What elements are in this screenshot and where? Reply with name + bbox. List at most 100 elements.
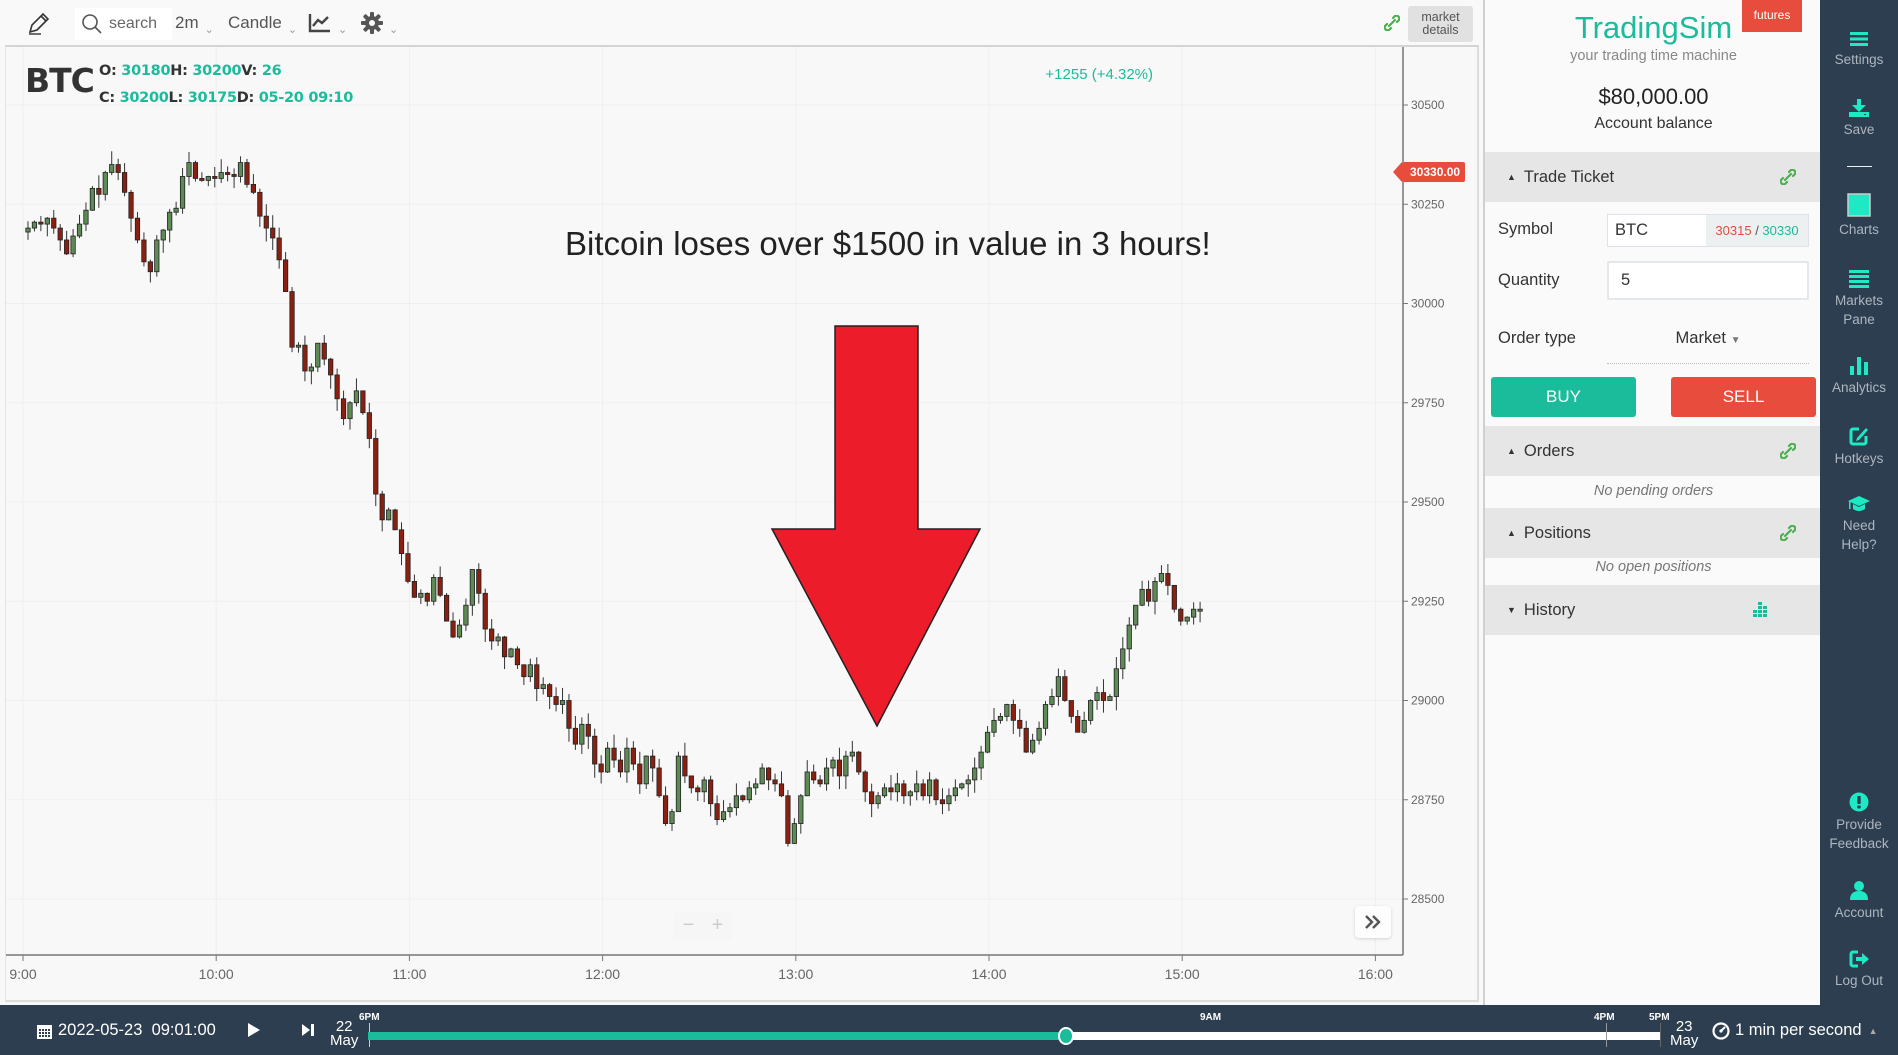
search-placeholder: search [109,15,158,32]
timeline-tick [1660,1023,1661,1047]
sell-button[interactable]: SELL [1671,377,1816,417]
order-type-label: Order type [1498,329,1576,347]
trade-ticket-header[interactable]: ▲ Trade Ticket [1485,152,1822,202]
chevron-down-icon: ⌄ [204,23,214,36]
sidebar-item-hotkeys[interactable]: Hotkeys [1820,426,1898,468]
chart-type-dropdown[interactable]: Candle ⌄ [228,0,297,46]
line-chart-icon [308,14,330,33]
link-chart-button[interactable] [1384,0,1400,46]
low-value: 30175 [187,90,237,106]
replay-bar: 2022-05-23 09:01:00 22 May 6PM 9AM 4PM 5… [0,1005,1898,1055]
history-chart-icon[interactable] [1751,601,1769,619]
collapse-arrow-icon: ▲ [1507,172,1516,182]
svg-text:29750: 29750 [1411,396,1445,410]
sidebar-label: Help? [1841,537,1877,552]
caret-down-icon: ▼ [1730,335,1741,346]
sidebar-label: Hotkeys [1834,451,1884,466]
sidebar-item-settings[interactable]: Settings [1820,31,1898,69]
replay-datetime[interactable]: 2022-05-23 09:01:00 [37,1021,216,1040]
replay-speed-dropdown[interactable]: 1 min per second ▲ [1712,1021,1878,1040]
sidebar-item-logout[interactable]: Log Out [1820,950,1898,990]
positions-header[interactable]: ▲ Positions [1485,508,1822,558]
close-value: 30200 [119,90,169,106]
low-label: L: [168,90,184,106]
settings-dropdown[interactable]: ⌄ [361,0,398,46]
sidebar-item-need-help[interactable]: Need Help? [1820,495,1898,554]
orders-header[interactable]: ▲ Orders [1485,426,1822,476]
edit-square-icon [1849,427,1868,446]
timeline-label-current: 9AM [1200,1012,1222,1023]
svg-text:10:00: 10:00 [199,966,234,982]
history-header[interactable]: ▼ History [1485,585,1822,635]
bar-chart-icon [1850,357,1868,375]
sidebar-item-account[interactable]: Account [1820,880,1898,922]
timeline-label-5pm: 5PM [1649,1012,1670,1023]
timeline-tick [1606,1023,1607,1047]
buy-button[interactable]: BUY [1491,377,1636,417]
order-type-dropdown[interactable]: Market ▼ [1607,326,1809,364]
svg-text:15:00: 15:00 [1165,966,1200,982]
sidebar-label: Save [1843,122,1875,137]
caret-up-icon: ▲ [1868,1025,1878,1036]
chart-panel[interactable]: 30500 30250 30000 29750 29500 29250 29000 28750… [5,45,1479,1002]
download-icon [1849,99,1869,117]
logout-icon [1849,950,1869,968]
close-label: C: [99,90,115,106]
volume-value: 26 [261,63,282,79]
draw-tool-button[interactable] [26,0,52,46]
chevron-down-icon: ⌄ [287,23,298,36]
sidebar-item-charts[interactable]: Charts [1820,193,1898,239]
collapse-arrow-icon: ▲ [1507,446,1516,456]
sidebar-item-analytics[interactable]: Analytics [1820,357,1898,397]
sidebar-item-markets-pane[interactable]: Markets Pane [1820,270,1898,329]
svg-text:30500: 30500 [1411,98,1445,112]
indicators-dropdown[interactable]: ⌄ [308,0,347,46]
zoom-in-button[interactable]: + [703,913,732,939]
ohlc-row-2: C: 30200L: 30175D: 05-20 09:10 [99,90,353,106]
chevron-down-icon: ⌄ [389,23,399,36]
interval-dropdown[interactable]: 2m ⌄ [175,0,214,46]
timeline-end-date: 23 May [1670,1019,1698,1048]
timeline-progress [368,1032,1066,1040]
zoom-out-button[interactable]: − [674,913,703,939]
link-icon[interactable] [1780,443,1796,459]
high-label: H: [170,63,188,79]
list-icon [1849,270,1869,288]
market-details-line2: details [1422,23,1459,37]
speedometer-icon [1712,1021,1730,1040]
svg-text:13:00: 13:00 [778,966,813,982]
scroll-to-latest-button[interactable] [1355,906,1391,938]
link-icon[interactable] [1780,169,1796,185]
timeline-knob[interactable] [1057,1027,1074,1045]
symbol-search[interactable]: search [75,8,172,40]
bid-price: 30315 [1715,223,1752,238]
replay-timeline-slider[interactable] [368,1032,1660,1040]
symbol-field-value: BTC [1615,221,1648,239]
quote-separator: / [1751,223,1763,238]
sidebar-label: Charts [1839,222,1879,237]
trade-ticket-title: Trade Ticket [1523,167,1615,186]
expand-arrow-icon: ▼ [1507,605,1516,615]
chevron-down-icon: ⌄ [338,23,348,36]
timeline-start-date: 22 May [330,1018,358,1048]
symbol-label: Symbol [1498,220,1554,238]
sidebar-item-save[interactable]: Save [1820,99,1898,139]
order-type-value: Market [1675,329,1726,347]
sidebar-item-feedback[interactable]: Provide Feedback [1820,792,1898,853]
svg-text:28750: 28750 [1411,793,1445,807]
interval-value: 2m [175,13,199,32]
link-icon [1384,15,1400,31]
start-day: 22 [335,1018,353,1035]
candlestick-chart[interactable]: 30500 30250 30000 29750 29500 29250 29000 28750… [6,47,1480,1004]
play-button[interactable] [246,1021,262,1044]
symbol-field[interactable]: BTC 30315 / 30330 [1607,214,1809,247]
link-icon[interactable] [1780,525,1796,541]
svg-text:16:00: 16:00 [1358,966,1393,982]
pencil-icon [28,12,50,35]
brand-logo: TradingSim [1574,10,1733,45]
market-details-button[interactable]: market details [1408,6,1473,42]
quantity-field[interactable]: 5 [1607,261,1809,300]
step-forward-button[interactable] [300,1021,316,1044]
zoom-controls: − + [674,913,732,939]
